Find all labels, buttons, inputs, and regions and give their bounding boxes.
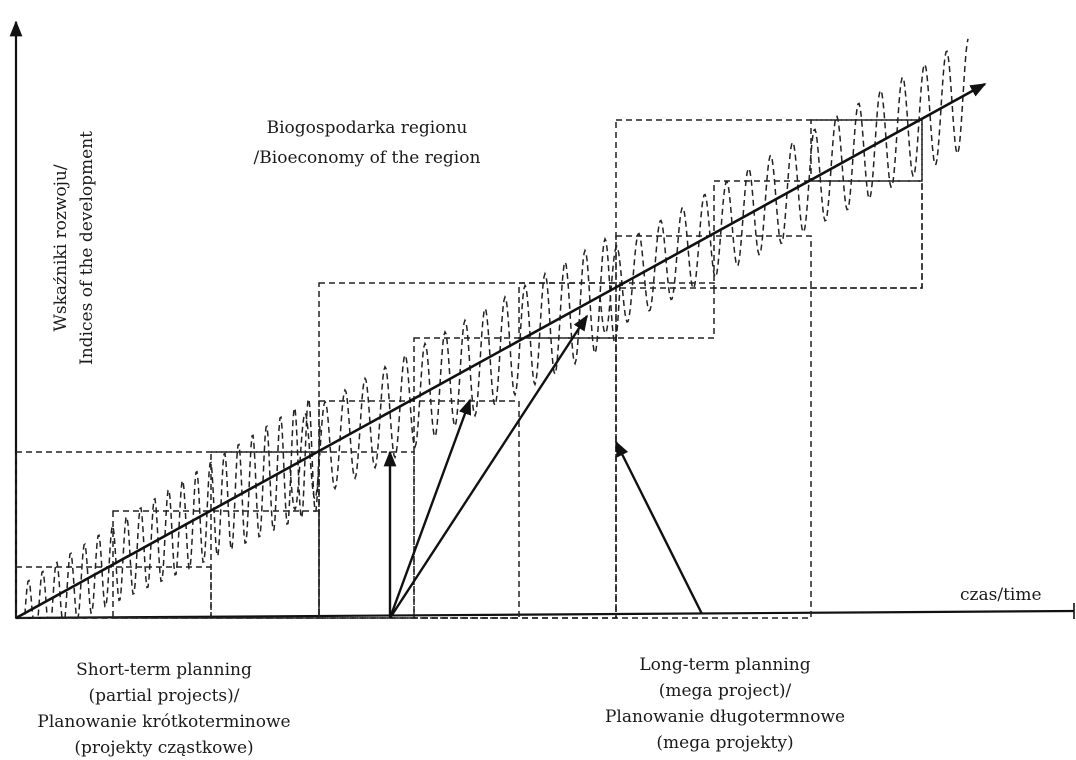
x-axis <box>15 609 1075 620</box>
dashed-box-8 <box>518 282 715 339</box>
dashed-box-5 <box>318 400 520 619</box>
short-term-line1: Short-term planning <box>76 660 252 680</box>
oscillation-curve-2 <box>289 236 621 512</box>
dashed-box-2 <box>112 510 320 619</box>
arrow-megaproject <box>614 440 704 615</box>
oscillation-curves <box>17 38 969 619</box>
arrow-mid <box>388 398 472 619</box>
short-term-line3: Planowanie krótkoterminowe <box>37 712 290 732</box>
dashed-box-11 <box>713 180 923 289</box>
title-pl: Biogospodarka regionu <box>267 118 468 138</box>
dashed-box-6 <box>413 337 617 619</box>
arrow-long <box>388 314 589 619</box>
y-axis-label-en: Indices of the development <box>77 131 97 365</box>
long-term-line3: Planowanie długotermnowe <box>605 707 845 727</box>
oscillation-curve-3 <box>599 38 969 335</box>
x-axis-label: czas/time <box>960 585 1042 605</box>
title-en: /Bioeconomy of the region <box>254 148 481 168</box>
long-term-line4: (mega projekty) <box>656 733 793 753</box>
y-axis-label-pl: Wskaźniki rozwoju/ <box>51 164 71 331</box>
dashed-box-9 <box>615 235 812 619</box>
oscillation-curve-1 <box>17 397 321 619</box>
short-term-line4: (projekty cząstkowe) <box>74 738 253 758</box>
long-term-line2: (mega project)/ <box>659 681 792 701</box>
short-term-line2: (partial projects)/ <box>88 686 239 706</box>
long-term-line1: Long-term planning <box>639 655 810 675</box>
development-trend-arrow <box>15 82 987 620</box>
